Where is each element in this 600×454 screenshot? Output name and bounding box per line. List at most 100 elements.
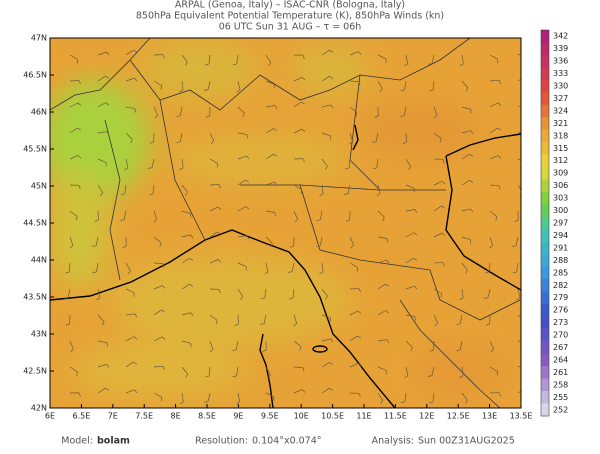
- colorbar-label: 312: [553, 156, 568, 165]
- colorbar-swatch: [541, 42, 549, 55]
- y-tick-label: 42.5N: [23, 367, 47, 376]
- colorbar-label: 330: [553, 82, 568, 91]
- colorbar-label: 270: [553, 331, 568, 340]
- colorbar-swatch: [541, 404, 549, 417]
- footer-label: Analysis:: [372, 436, 414, 447]
- x-tick-label: 12.5E: [447, 412, 470, 421]
- colorbar-swatch: [541, 341, 549, 354]
- colorbar-swatch: [541, 142, 549, 155]
- colorbar-label: 342: [553, 32, 568, 41]
- colorbar-label: 324: [553, 106, 568, 115]
- colorbar-swatch: [541, 354, 549, 367]
- colorbar-label: 315: [553, 144, 568, 153]
- colorbar-label: 264: [553, 355, 568, 364]
- x-tick-label: 10.5E: [321, 412, 344, 421]
- y-tick-label: 42N: [31, 404, 47, 413]
- colorbar-label: 261: [553, 368, 568, 377]
- colorbar-swatch: [541, 229, 549, 242]
- y-tick-label: 46N: [31, 108, 47, 117]
- footer-value: 0.104°x0.074°: [252, 436, 322, 447]
- colorbar-swatch: [541, 179, 549, 192]
- x-tick-label: 7E: [108, 412, 118, 421]
- colorbar-label: 327: [553, 94, 568, 103]
- colorbar-swatch: [541, 379, 549, 392]
- x-tick-label: 13.5E: [510, 412, 533, 421]
- colorbar-swatch: [541, 217, 549, 230]
- colorbar-label: 297: [553, 219, 568, 228]
- colorbar-label: 273: [553, 318, 568, 327]
- header-line: 850hPa Equivalent Potential Temperature …: [136, 11, 444, 22]
- colorbar-swatch: [541, 130, 549, 143]
- colorbar-label: 339: [553, 44, 568, 53]
- y-tick-label: 47N: [31, 34, 47, 43]
- footer-value: Sun 00Z31AUG2025: [418, 436, 515, 447]
- colorbar-label: 309: [553, 169, 568, 178]
- wind-barb: [525, 76, 528, 78]
- map-field: [40, 38, 529, 408]
- colorbar-swatch: [541, 80, 549, 93]
- wind-barb: [526, 103, 529, 106]
- colorbar-swatch: [541, 167, 549, 180]
- header-line: 06 UTC Sun 31 AUG – τ = 06h: [219, 22, 362, 33]
- wind-barb: [527, 342, 528, 346]
- colorbar-label: 258: [553, 380, 568, 389]
- y-tick-label: 45N: [31, 182, 47, 191]
- colorbar-swatch: [541, 267, 549, 280]
- y-tick-label: 43N: [31, 330, 47, 339]
- colorbar-swatch: [541, 279, 549, 292]
- colorbar-label: 285: [553, 268, 568, 277]
- colorbar-swatch: [541, 204, 549, 217]
- wind-barb: [161, 397, 162, 401]
- colorbar-label: 291: [553, 243, 568, 252]
- colorbar-swatch: [541, 30, 549, 43]
- wind-barb: [523, 321, 525, 325]
- colorbar-label: 288: [553, 256, 568, 265]
- colorbar-label: 282: [553, 281, 568, 290]
- colorbar-label: 252: [553, 405, 568, 414]
- colorbar-swatch: [541, 316, 549, 329]
- x-tick-label: 8E: [171, 412, 181, 421]
- x-tick-label: 8.5E: [198, 412, 216, 421]
- colorbar-swatch: [541, 329, 549, 342]
- colorbar-label: 255: [553, 393, 568, 402]
- colorbar-label: 267: [553, 343, 568, 352]
- colorbar-label: 318: [553, 131, 568, 140]
- colorbar-swatch: [541, 192, 549, 205]
- x-tick-label: 11E: [356, 412, 371, 421]
- colorbar-label: 294: [553, 231, 568, 240]
- colorbar-label: 276: [553, 306, 568, 315]
- x-tick-label: 10E: [294, 412, 309, 421]
- wind-barb: [527, 364, 530, 367]
- wind-barb: [526, 52, 529, 55]
- colorbar-swatch: [541, 117, 549, 130]
- colorbar-label: 321: [553, 119, 568, 128]
- colorbar-label: 303: [553, 194, 568, 203]
- x-tick-label: 9.5E: [261, 412, 279, 421]
- x-tick-label: 6E: [45, 412, 55, 421]
- colorbar-label: 336: [553, 57, 568, 66]
- x-tick-label: 7.5E: [135, 412, 153, 421]
- y-tick-label: 44.5N: [23, 219, 47, 228]
- colorbar-swatch: [541, 242, 549, 255]
- colorbar-swatch: [541, 391, 549, 404]
- colorbar-swatch: [541, 92, 549, 105]
- header-line: ARPAL (Genoa, Italy) – ISAC-CNR (Bologna…: [175, 0, 405, 11]
- colorbar-swatch: [541, 366, 549, 379]
- footer-label: Model:: [61, 436, 93, 447]
- footer-label: Resolution:: [195, 436, 248, 447]
- wind-barb: [527, 132, 529, 136]
- x-tick-label: 11.5E: [384, 412, 407, 421]
- colorbar-label: 279: [553, 293, 568, 302]
- colorbar-swatch: [541, 155, 549, 168]
- footer-value: bolam: [97, 436, 130, 447]
- colorbar-swatch: [541, 55, 549, 68]
- x-tick-label: 12E: [419, 412, 434, 421]
- colorbar-swatch: [541, 254, 549, 267]
- colorbar-label: 333: [553, 69, 568, 78]
- colorbar-swatch: [541, 67, 549, 80]
- y-tick-label: 44N: [31, 256, 47, 265]
- colorbar-swatch: [541, 291, 549, 304]
- colorbar-label: 306: [553, 181, 568, 190]
- x-tick-label: 6.5E: [73, 412, 91, 421]
